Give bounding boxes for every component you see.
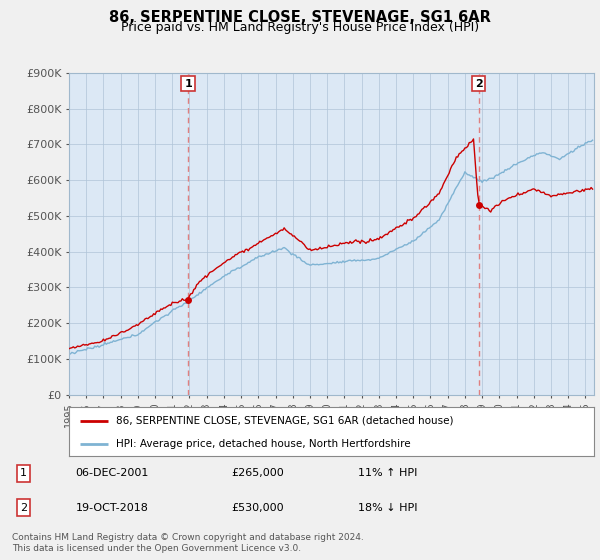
Text: 2: 2 [20,503,27,513]
Text: 1: 1 [20,468,27,478]
Text: 86, SERPENTINE CLOSE, STEVENAGE, SG1 6AR: 86, SERPENTINE CLOSE, STEVENAGE, SG1 6AR [109,10,491,25]
Text: Price paid vs. HM Land Registry's House Price Index (HPI): Price paid vs. HM Land Registry's House … [121,21,479,34]
Text: 19-OCT-2018: 19-OCT-2018 [76,503,148,513]
Text: 11% ↑ HPI: 11% ↑ HPI [358,468,417,478]
Text: 18% ↓ HPI: 18% ↓ HPI [358,503,417,513]
Text: 06-DEC-2001: 06-DEC-2001 [76,468,149,478]
Text: 2: 2 [475,78,482,88]
Text: 86, SERPENTINE CLOSE, STEVENAGE, SG1 6AR (detached house): 86, SERPENTINE CLOSE, STEVENAGE, SG1 6AR… [116,416,454,426]
Text: £265,000: £265,000 [231,468,284,478]
Text: 1: 1 [184,78,192,88]
Text: Contains HM Land Registry data © Crown copyright and database right 2024.
This d: Contains HM Land Registry data © Crown c… [12,533,364,553]
Text: £530,000: £530,000 [231,503,284,513]
Text: HPI: Average price, detached house, North Hertfordshire: HPI: Average price, detached house, Nort… [116,439,411,449]
